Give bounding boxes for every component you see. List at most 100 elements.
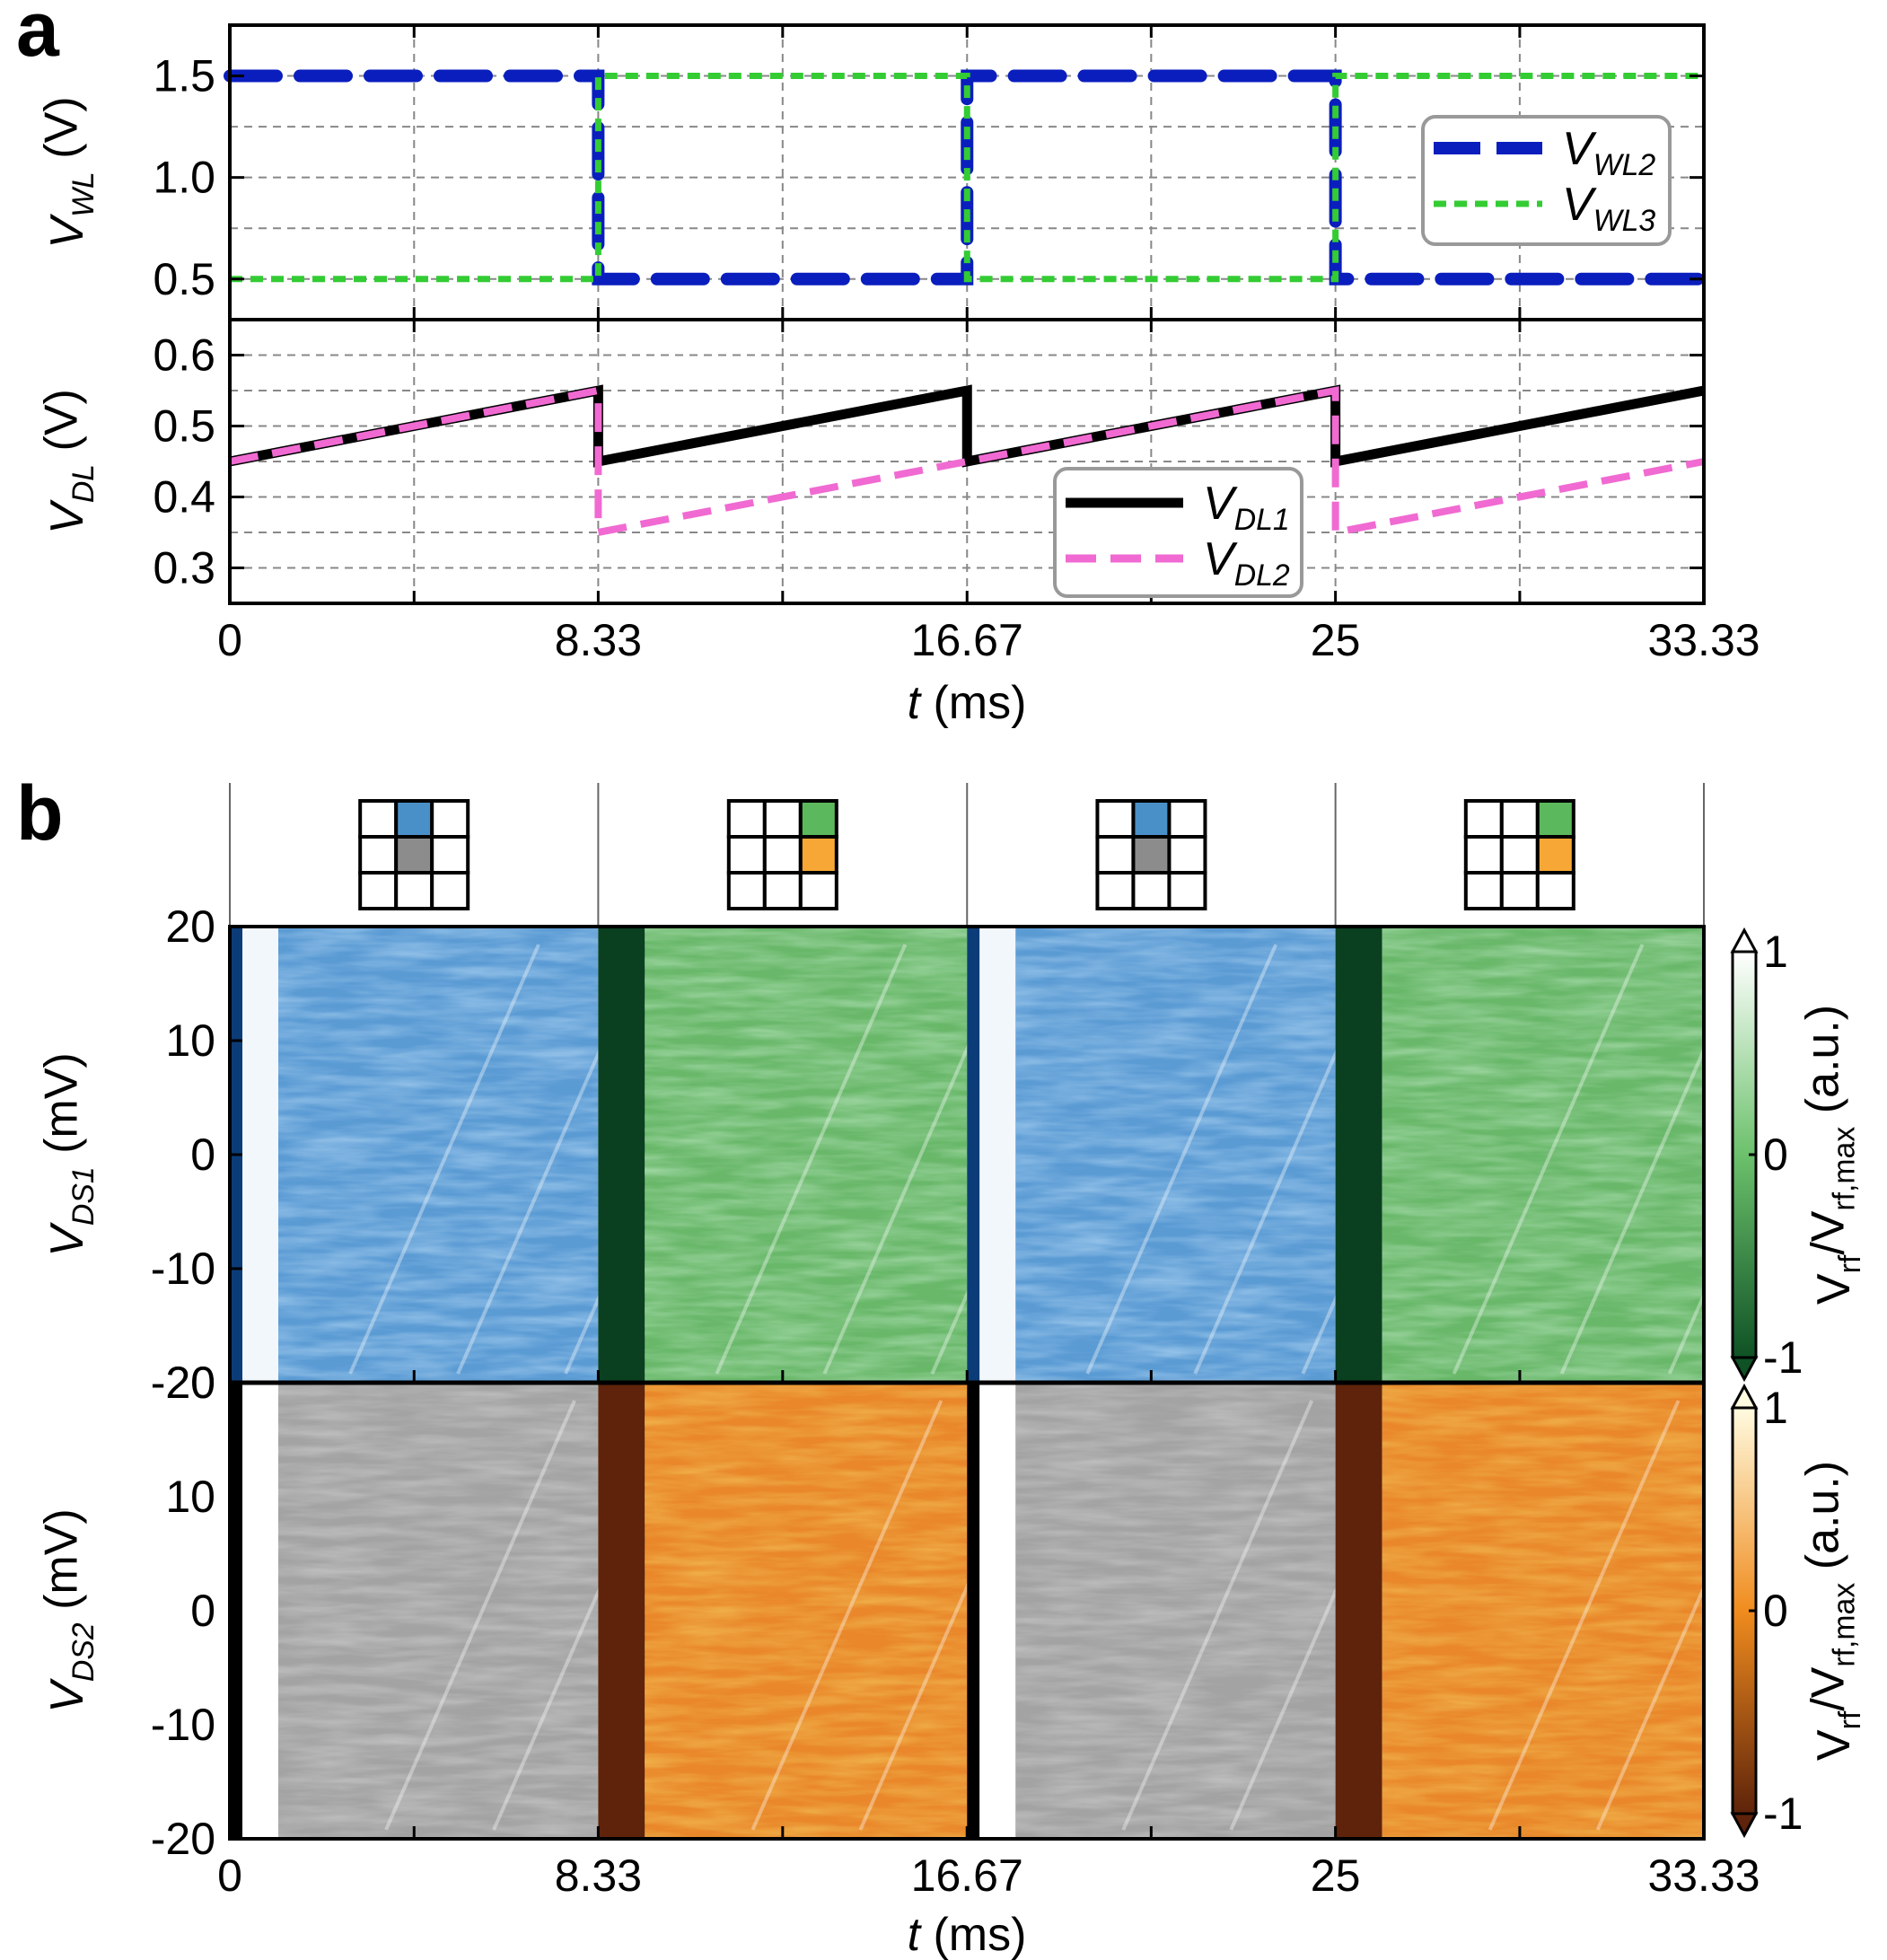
heatmap-noise	[645, 1383, 968, 1839]
legend-label-V_DL1: VDL1	[1203, 478, 1290, 537]
y-tick-label: 0.4	[153, 472, 215, 523]
y-tick-label: 20	[165, 901, 215, 952]
array-grid-cell	[1131, 871, 1172, 910]
panel-label-a: a	[16, 0, 60, 73]
array-grid-cell	[358, 799, 399, 839]
array-grid-cell	[762, 835, 803, 875]
settling-strip	[979, 1383, 1016, 1839]
transition-line	[1488, 1400, 1681, 1831]
array-grid-cell	[726, 835, 767, 875]
array-grid-cell	[726, 871, 767, 910]
colorbar-label: Vrf/Vrf,max (a.u.)	[1796, 1461, 1867, 1761]
x-tick-label: 25	[1311, 1850, 1361, 1901]
x-axis-label: t (ms)	[908, 677, 1027, 729]
legend-box	[1421, 115, 1672, 246]
colorbar-tick-label: 1	[1763, 1383, 1788, 1433]
array-grid-icon	[358, 799, 470, 910]
y-axis-label: VDL (V)	[36, 389, 101, 534]
colorbar-tick-label: 1	[1763, 927, 1788, 977]
array-grid-cell	[762, 799, 803, 839]
array-grid-cell	[1535, 799, 1575, 839]
x-tick-label: 25	[1311, 615, 1361, 665]
colorbar-tick-label: 0	[1763, 1129, 1788, 1180]
panel-label-b: b	[16, 770, 64, 857]
array-grid-cell	[394, 799, 434, 839]
array-grid-cell	[358, 871, 399, 910]
array-grid-cell	[1167, 835, 1207, 875]
colorbar-tick-label: -1	[1763, 1332, 1803, 1383]
array-grid-icon	[1463, 799, 1575, 910]
y-tick-label: 10	[165, 1472, 215, 1522]
array-grid-cell	[1535, 871, 1575, 910]
y-tick-label: 0	[190, 1129, 215, 1180]
heatmap-noise	[1015, 1383, 1336, 1839]
x-tick-label: 33.33	[1647, 1850, 1760, 1901]
settling-strip	[242, 927, 278, 1383]
array-grid-cell	[1463, 799, 1504, 839]
x-axis-label: t (ms)	[908, 1909, 1027, 1960]
x-tick-label: 0	[217, 1850, 242, 1901]
array-grid-cell	[762, 871, 803, 910]
colorbar-extend-bottom	[1730, 1812, 1759, 1839]
array-grid-cell	[726, 799, 767, 839]
transition-line	[348, 944, 540, 1375]
x-tick-label: 0	[217, 615, 242, 665]
transition-line	[1452, 944, 1645, 1375]
array-grid-cell	[1535, 835, 1575, 875]
transition-line	[1559, 944, 1752, 1375]
array-grid-cell	[394, 871, 434, 910]
y-tick-label: 10	[165, 1015, 215, 1066]
array-grid-cell	[1499, 835, 1540, 875]
heatmap-noise	[278, 1383, 599, 1839]
colorbar-tick-label: 0	[1763, 1586, 1788, 1636]
y-tick-label: -20	[151, 1358, 215, 1408]
legend-label-V_DL2: VDL2	[1203, 533, 1290, 593]
array-grid-cell	[358, 835, 399, 875]
transition-line	[1121, 1400, 1314, 1831]
array-grid-cell	[1095, 871, 1136, 910]
heatmap-noise	[645, 927, 968, 1383]
transition-line	[384, 1400, 576, 1831]
y-tick-label: 1.5	[153, 51, 215, 101]
y-tick-label: 0	[190, 1586, 215, 1636]
array-grid-cell	[1131, 799, 1172, 839]
settling-strip	[979, 927, 1016, 1383]
settling-strip	[967, 1383, 980, 1839]
y-axis-label: VDS1 (mV)	[36, 1052, 101, 1257]
array-grid-cell	[394, 835, 434, 875]
y-tick-label: 0.5	[153, 401, 215, 452]
y-tick-label: -20	[151, 1814, 215, 1864]
array-grid-cell	[430, 799, 470, 839]
array-grid-cell	[1167, 871, 1207, 910]
array-grid-cell	[1167, 799, 1207, 839]
array-grid-cell	[1463, 835, 1504, 875]
transition-line	[1667, 944, 1860, 1375]
colorbar-label: Vrf/Vrf,max (a.u.)	[1796, 1005, 1867, 1305]
x-tick-label: 8.33	[555, 615, 642, 665]
series-line-V_DL1	[228, 384, 1706, 468]
array-grid-cell	[798, 871, 838, 910]
x-tick-label: 16.67	[911, 1850, 1023, 1901]
settling-strip	[1335, 927, 1382, 1383]
transition-line	[715, 944, 908, 1375]
legend-label-V_WL2: VWL2	[1562, 123, 1655, 182]
colorbar-tick-label: -1	[1763, 1789, 1803, 1839]
y-tick-label: 20	[165, 1358, 215, 1408]
y-axis-label: VDS2 (mV)	[36, 1508, 101, 1713]
y-tick-label: 0.6	[153, 330, 215, 381]
x-tick-label: 16.67	[911, 615, 1023, 665]
array-grid-cell	[1131, 835, 1172, 875]
heatmap-noise	[278, 927, 599, 1383]
y-tick-label: -10	[151, 1700, 215, 1750]
settling-strip	[598, 1383, 645, 1839]
x-tick-label: 8.33	[555, 1850, 642, 1901]
array-grid-icon	[726, 799, 838, 910]
heatmap-noise	[1382, 927, 1704, 1383]
settling-strip	[1335, 1383, 1382, 1839]
settling-strip	[967, 927, 980, 1383]
settling-strip	[242, 1383, 278, 1839]
